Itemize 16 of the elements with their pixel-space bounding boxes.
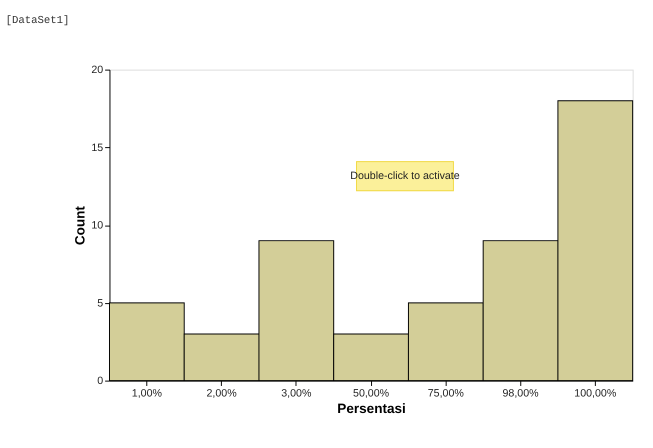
x-tick-label: 1,00% bbox=[132, 388, 162, 400]
x-tick-label: 50,00% bbox=[353, 388, 390, 400]
x-tick-label: 2,00% bbox=[206, 388, 238, 400]
y-tick-label: 5 bbox=[97, 297, 104, 310]
x-tick-label: 3,00% bbox=[281, 388, 312, 400]
y-tick-label: 20 bbox=[91, 64, 104, 76]
x-tick-label: 100,00% bbox=[574, 388, 617, 400]
y-tick-label: 0 bbox=[97, 375, 104, 388]
x-tick-label: 98,00% bbox=[502, 388, 540, 400]
x-tick-label: 75,00% bbox=[428, 388, 464, 400]
y-tick-label: 10 bbox=[91, 220, 104, 232]
annotation: Double-click to activate bbox=[350, 170, 460, 182]
x-axis-title: Persentasi bbox=[337, 401, 406, 416]
y-axis-title: Count bbox=[72, 206, 88, 246]
y-tick-label: 15 bbox=[91, 142, 104, 154]
text: [DataSet1] bbox=[6, 15, 70, 28]
